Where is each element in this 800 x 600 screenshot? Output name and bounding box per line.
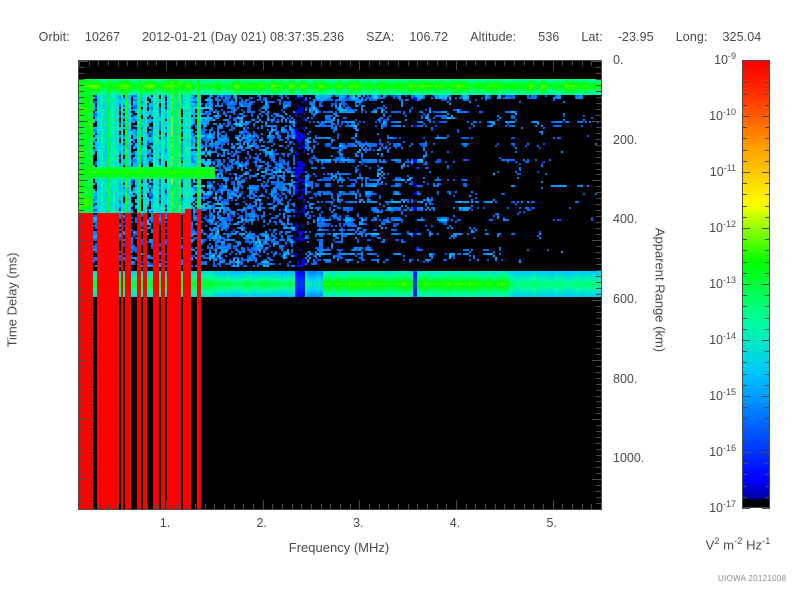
watermark: UIOWA 20121008 xyxy=(718,574,787,583)
sza-label: SZA: xyxy=(366,30,395,44)
x-axis-tick-label: 2. xyxy=(256,516,267,530)
spectrogram-image xyxy=(79,61,601,509)
orbit-label: Orbit: xyxy=(38,30,70,44)
unit-hz: Hz xyxy=(746,537,762,553)
unit-m-exponent: -2 xyxy=(734,536,743,547)
observation-datetime: 2012-01-21 (Day 021) 08:37:35.236 xyxy=(142,30,345,44)
unit-v: V xyxy=(705,537,715,553)
unit-hz-exponent: -1 xyxy=(761,536,771,547)
colorbar-tick-label: 10-16 xyxy=(709,443,736,460)
unit-v-exponent: 2 xyxy=(714,536,720,547)
unit-m: m xyxy=(723,537,735,553)
y-axis-tick-label-right: 400. xyxy=(613,212,638,227)
lat-label: Lat: xyxy=(581,30,603,44)
y-axis-title-left: Time Delay (ms) xyxy=(4,252,20,348)
colorbar-tick-label: 10-11 xyxy=(709,163,736,180)
plot-header: Orbit: 10267 2012-01-21 (Day 021) 08:37:35… xyxy=(0,30,800,44)
y-axis-tick-label-right: 600. xyxy=(613,291,638,306)
colorbar: 10-9 10-10 10-11 10-12 10-13 10-14 10-15 10-16 1… xyxy=(709,51,770,515)
long-label: Long: xyxy=(675,30,708,44)
lat-value: -23.95 xyxy=(617,30,654,44)
y-axis-tick-label-right: 0. xyxy=(613,53,624,67)
x-axis-tick-label: 1. xyxy=(159,516,171,530)
altitude-label: Altitude: xyxy=(470,30,517,44)
y-axis-tick-label-right: 800. xyxy=(613,371,638,386)
y-axis-tick-label-right: 200. xyxy=(613,132,638,147)
orbit-value: 10267 xyxy=(84,30,121,44)
colorbar-tick-label: 10-12 xyxy=(709,219,736,236)
y-axis-tick-label-right: 1000. xyxy=(613,451,645,466)
colorbar-tick-label: 10-17 xyxy=(709,499,736,516)
x-axis-tick-label: 5. xyxy=(546,516,557,530)
colorbar-tick-label: 10-10 xyxy=(709,107,736,124)
x-axis-tick-label: 4. xyxy=(449,516,461,530)
ionogram-plot: 0.1.2.3.4.5.6.7.0.200.400.600.800.1000. xyxy=(78,53,644,510)
altitude-value: 536 xyxy=(538,30,560,44)
long-value: 325.04 xyxy=(722,30,762,44)
colorbar-tick-label: 10-9 xyxy=(714,51,736,68)
colorbar-unit-label: V2 m-2 Hz-1 xyxy=(706,536,771,552)
colorbar-tick-label: 10-13 xyxy=(709,275,736,292)
colorbar-tick-label: 10-15 xyxy=(709,387,736,404)
x-axis-title: Frequency (MHz) xyxy=(288,540,390,555)
sza-value: 106.72 xyxy=(409,30,449,44)
y-axis-title-right: Apparent Range (km) xyxy=(652,227,668,353)
x-axis-tick-label: 3. xyxy=(353,516,364,530)
colorbar-tick-label: 10-14 xyxy=(709,331,736,348)
